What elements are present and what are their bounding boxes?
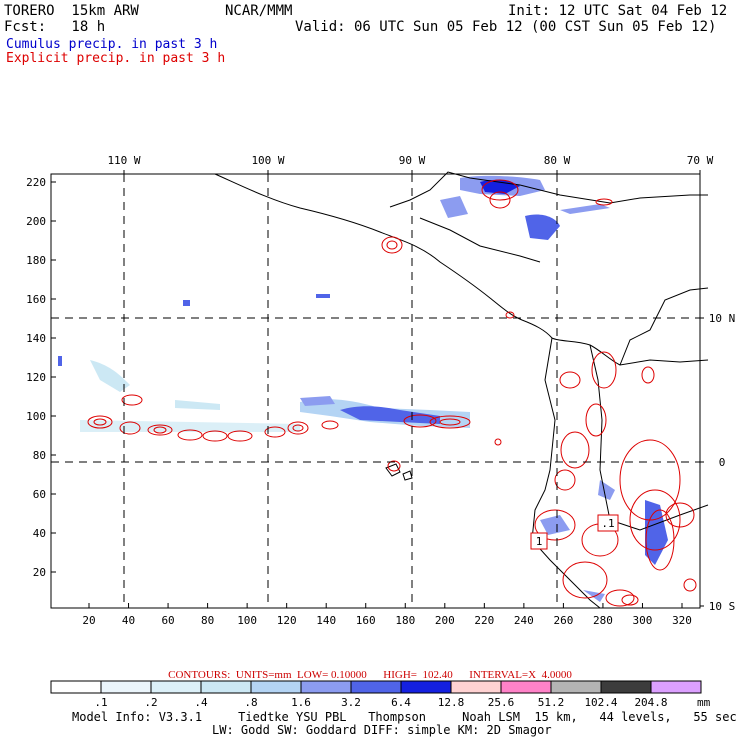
colorbar-cell bbox=[300, 680, 352, 694]
colorbar-cell bbox=[50, 680, 102, 694]
colorbar-label: 102.4 bbox=[584, 696, 617, 709]
explicit-precip-contours bbox=[87, 179, 697, 607]
y-tick-label: 40 bbox=[33, 527, 46, 540]
cumulus-legend: Cumulus precip. in past 3 h bbox=[6, 37, 218, 52]
axis-labels: 220 200 180 160 140 120 100 80 60 40 20 20 40 60 80 100… bbox=[26, 154, 735, 627]
contour-low: LOW= 0.10000 bbox=[297, 669, 367, 681]
y-tick-label: 80 bbox=[33, 449, 46, 462]
colorbar-cell bbox=[450, 680, 502, 694]
x-tick-label: 320 bbox=[672, 614, 692, 627]
y-tick-label: 200 bbox=[26, 215, 46, 228]
x-tick-label: 200 bbox=[435, 614, 455, 627]
x-tick-label: 60 bbox=[161, 614, 174, 627]
contour-label-box-1: 1 bbox=[530, 532, 548, 550]
valid-time: Valid: 06 UTC Sun 05 Feb 12 (00 CST Sun … bbox=[295, 19, 717, 35]
lat-label: 10 N bbox=[709, 312, 736, 325]
contour-label-box-2: .1 bbox=[597, 514, 619, 532]
contour-label-1: 1 bbox=[536, 535, 543, 548]
colorbar-cell bbox=[550, 680, 602, 694]
lat-label: 0 bbox=[719, 456, 726, 469]
colorbar-cell bbox=[500, 680, 552, 694]
explicit-legend: Explicit precip. in past 3 h bbox=[6, 51, 226, 66]
contour-units: UNITS=mm bbox=[235, 669, 292, 681]
contour-info-line: CONTOURS: UNITS=mm LOW= 0.10000 HIGH= 10… bbox=[0, 669, 740, 681]
lon-label: 100 W bbox=[251, 154, 284, 167]
x-tick-label: 160 bbox=[356, 614, 376, 627]
y-tick-label: 220 bbox=[26, 176, 46, 189]
contour-label-2: .1 bbox=[601, 517, 614, 530]
colorbar-cell bbox=[350, 680, 402, 694]
cumulus-precip-shading bbox=[58, 175, 668, 602]
x-tick-label: 180 bbox=[395, 614, 415, 627]
graticule bbox=[51, 174, 700, 608]
x-tick-label: 140 bbox=[316, 614, 336, 627]
model-info: Model Info: V3.3.1 Tiedtke YSU PBL Thomp… bbox=[72, 710, 737, 724]
colorbar-label: .8 bbox=[244, 696, 257, 709]
y-tick-label: 180 bbox=[26, 254, 46, 267]
colorbar-label: 1.6 bbox=[291, 696, 311, 709]
x-tick-label: 40 bbox=[122, 614, 135, 627]
colorbar-labels: .1 .2 .4 .8 1.6 3.2 6.4 12.8 25.6 51.2 102.4 204.8 bbox=[94, 696, 667, 709]
colorbar-label: 204.8 bbox=[634, 696, 667, 709]
colorbar-cell bbox=[650, 680, 702, 694]
colorbar-label: 3.2 bbox=[341, 696, 361, 709]
colorbar-label: .2 bbox=[144, 696, 157, 709]
lon-label: 80 W bbox=[544, 154, 571, 167]
y-tick-label: 60 bbox=[33, 488, 46, 501]
colorbar-cell bbox=[400, 680, 452, 694]
x-tick-label: 80 bbox=[201, 614, 214, 627]
colorbar-label: .4 bbox=[194, 696, 208, 709]
x-tick-label: 280 bbox=[593, 614, 613, 627]
contour-interval: INTERVAL=X 4.0000 bbox=[469, 669, 572, 681]
y-tick-label: 100 bbox=[26, 410, 46, 423]
lon-label: 70 W bbox=[687, 154, 714, 167]
lon-label: 90 W bbox=[399, 154, 426, 167]
colorbar-label: 6.4 bbox=[391, 696, 411, 709]
lon-label: 110 W bbox=[107, 154, 140, 167]
y-tick-label: 160 bbox=[26, 293, 46, 306]
x-tick-label: 260 bbox=[553, 614, 573, 627]
x-tick-label: 100 bbox=[237, 614, 257, 627]
lat-label: 10 S bbox=[709, 600, 736, 613]
init-time: Init: 12 UTC Sat 04 Feb 12 bbox=[508, 3, 728, 19]
y-tick-label: 120 bbox=[26, 371, 46, 384]
colorbar-cell bbox=[100, 680, 152, 694]
colorbar-cell bbox=[250, 680, 302, 694]
colorbar-unit: mm bbox=[697, 696, 711, 709]
plot-frame bbox=[50, 173, 701, 609]
organization-label: NCAR/MMM bbox=[225, 3, 293, 19]
colorbar: .1.2.4.8 1.6 3.2 6.4 12.8 25.6 51.2 102.4 204.8 … bbox=[50, 680, 711, 709]
forecast-hour: Fcst: 18 h bbox=[4, 19, 106, 35]
contour-label: CONTOURS: bbox=[168, 669, 231, 681]
model-physics: LW: Godd SW: Goddard DIFF: simple KM: 2D… bbox=[212, 723, 552, 737]
coastlines bbox=[214, 171, 709, 609]
axis-ticks bbox=[51, 170, 704, 608]
x-tick-label: 300 bbox=[633, 614, 653, 627]
x-tick-label: 20 bbox=[82, 614, 95, 627]
colorbar-label: 51.2 bbox=[538, 696, 565, 709]
colorbar-label: 25.6 bbox=[488, 696, 515, 709]
x-tick-label: 120 bbox=[277, 614, 297, 627]
y-tick-label: 140 bbox=[26, 332, 46, 345]
colorbar-cell bbox=[200, 680, 252, 694]
colorbar-cell bbox=[600, 680, 652, 694]
colorbar-cell bbox=[150, 680, 202, 694]
contour-high: HIGH= 102.40 bbox=[383, 669, 453, 681]
colorbar-label: 12.8 bbox=[438, 696, 465, 709]
x-tick-label: 220 bbox=[474, 614, 494, 627]
y-tick-label: 20 bbox=[33, 566, 46, 579]
colorbar-cells bbox=[50, 680, 702, 694]
x-tick-label: 240 bbox=[514, 614, 534, 627]
colorbar-label: .1 bbox=[94, 696, 107, 709]
model-title: TORERO 15km ARW bbox=[4, 3, 139, 19]
